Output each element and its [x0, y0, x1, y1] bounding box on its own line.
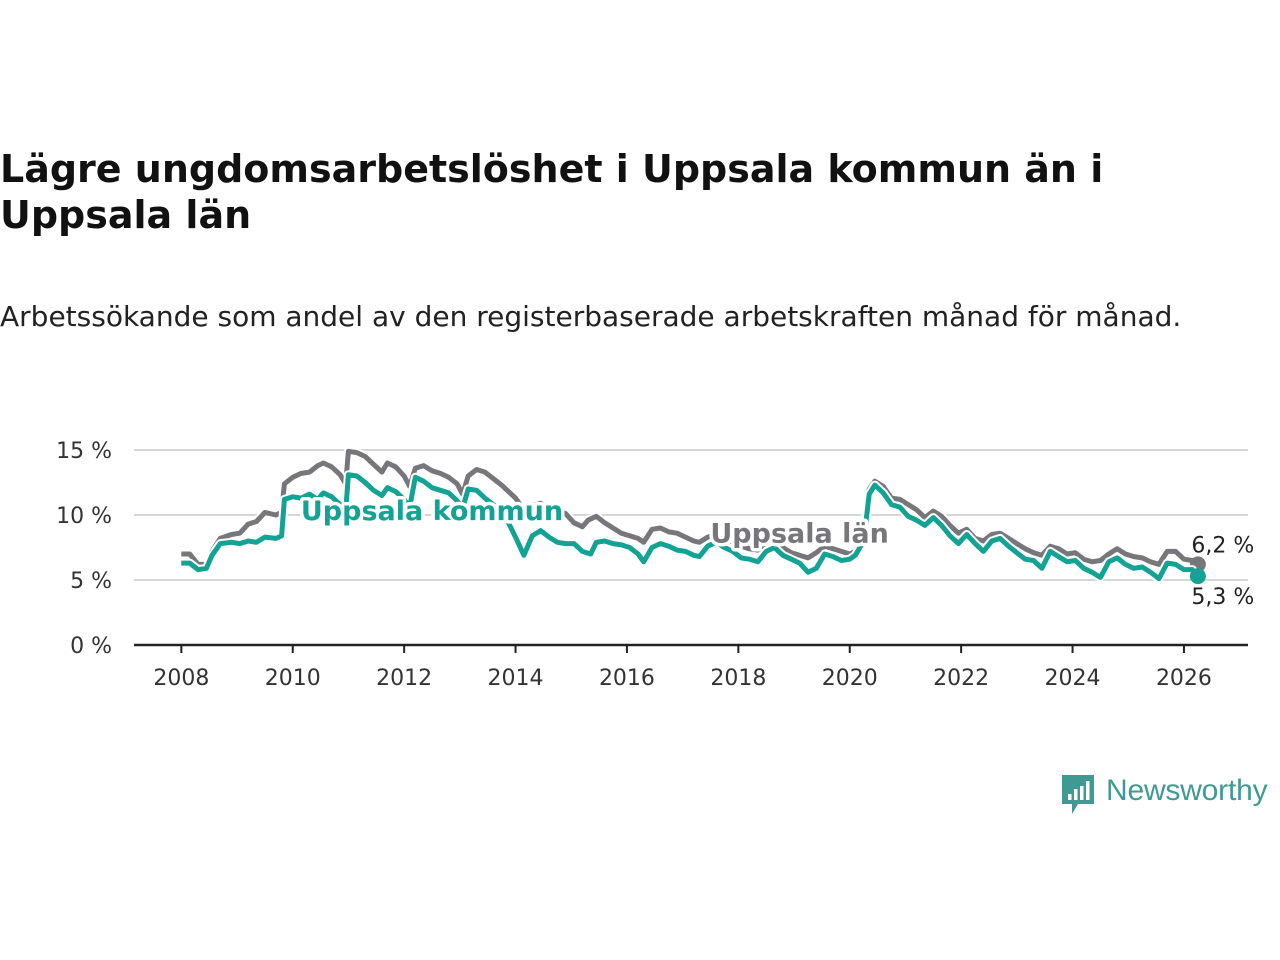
end-value-label-uppsala-kommun: 5,3 % — [1191, 585, 1254, 610]
x-tick-label: 2022 — [933, 666, 989, 691]
series-line-uppsala-kommun — [181, 472, 1200, 582]
x-tick-label: 2026 — [1156, 666, 1212, 691]
newsworthy-logo-icon — [1062, 775, 1094, 814]
chart-subtitle: Arbetssökande som andel av den registerb… — [0, 300, 1182, 333]
y-tick-label: 5 % — [70, 569, 112, 594]
x-tick-label: 2008 — [153, 666, 209, 691]
x-tick-label: 2024 — [1045, 666, 1101, 691]
series-label-uppsala-kommun: Uppsala kommun — [301, 496, 563, 527]
series-end-point-uppsala-kommun — [1189, 568, 1206, 585]
x-tick-label: 2018 — [710, 666, 766, 691]
y-tick-label: 10 % — [56, 504, 112, 529]
x-tick-label: 2016 — [599, 666, 655, 691]
y-tick-label: 0 % — [70, 634, 112, 659]
chart-title: Lägre ungdomsarbetslöshet i Uppsala komm… — [0, 147, 1104, 237]
brand-logo: Newsworthy — [1060, 772, 1268, 816]
brand-name: Newsworthy — [1106, 774, 1268, 807]
x-tick-label: 2014 — [488, 666, 544, 691]
line-chart: 0 % 5 % 10 % 15 % 2008 2010 2012 2014 2016 2018 20… — [56, 439, 1258, 691]
x-tick-label: 2020 — [822, 666, 878, 691]
x-tick-label: 2012 — [376, 666, 432, 691]
x-tick-label: 2010 — [265, 666, 321, 691]
series-label-uppsala-lan: Uppsala län — [710, 518, 888, 549]
y-tick-label: 15 % — [56, 439, 112, 464]
end-value-label-uppsala-lan: 6,2 % — [1191, 533, 1254, 558]
